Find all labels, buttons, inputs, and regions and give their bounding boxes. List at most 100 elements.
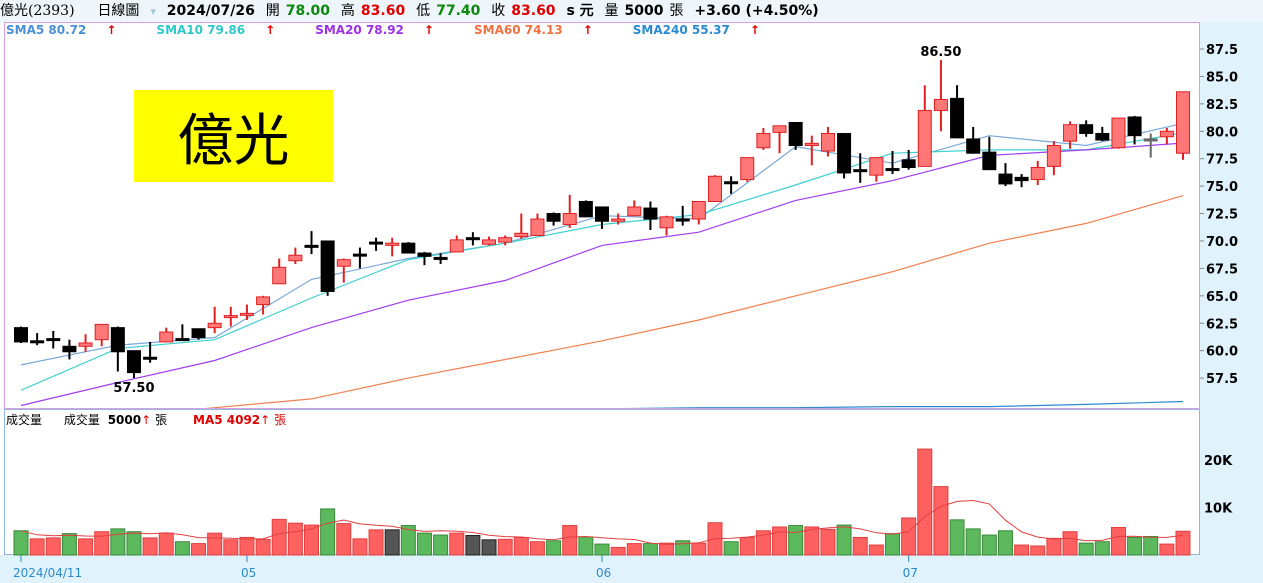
volume-bar <box>1046 537 1062 556</box>
candle-body <box>14 327 28 343</box>
volume-bar <box>578 536 594 556</box>
volume-bar <box>610 546 626 556</box>
candle <box>659 215 674 236</box>
candle <box>1127 115 1142 145</box>
volume-bar <box>271 518 287 556</box>
candle <box>966 126 981 154</box>
volume-axis-label: 20K <box>1204 454 1233 469</box>
volume-bar <box>981 534 997 556</box>
candle-body <box>401 242 416 254</box>
volume-bar <box>1159 543 1175 556</box>
candle <box>546 212 561 226</box>
price-axis-label: 87.5 <box>1206 43 1238 58</box>
volume-bar <box>142 537 158 556</box>
up-arrow-icon: ↑ <box>106 23 117 37</box>
price-axis-label: 85.0 <box>1206 70 1238 85</box>
candle <box>885 151 900 175</box>
period-dropdown-icon[interactable]: ▾ <box>150 5 156 18</box>
sma-legend: SMA5 80.72 ↑ SMA10 79.86 ↑ SMA20 78.92 ↑ SMA60… <box>6 23 800 37</box>
volume-bar <box>820 528 836 556</box>
candle-body <box>1127 116 1142 137</box>
stock-name: 億光(2393) <box>0 3 75 19</box>
candle <box>837 132 852 179</box>
price-axis-label: 57.5 <box>1206 372 1238 387</box>
volume-bar <box>933 486 949 556</box>
sma-label: SMA10 79.86 <box>156 23 246 37</box>
candle <box>853 153 868 183</box>
candle-body <box>1046 145 1061 167</box>
volume-legend: 成交量 成交量 5000↑ 張 MA5 4092↑ 張 <box>6 411 290 428</box>
candle-body <box>110 327 125 353</box>
volume-bar <box>1062 531 1078 556</box>
volume-bar <box>433 534 449 556</box>
price-axis-label: 67.5 <box>1206 262 1238 277</box>
sma-legend-item: SMA240 55.37 ↑ <box>633 23 780 37</box>
close-value: 83.60 <box>511 3 556 19</box>
candle-body <box>1111 117 1126 149</box>
volume-label: 成交量 <box>63 413 100 427</box>
candle <box>933 59 948 132</box>
candle-body <box>885 168 900 172</box>
up-arrow-icon: ↑ <box>265 23 276 37</box>
volume-bar <box>287 522 303 556</box>
candle <box>288 247 303 265</box>
volume-bar <box>836 524 852 556</box>
volume-bar <box>191 543 207 556</box>
volume-bar <box>675 540 691 556</box>
candle-body <box>369 241 384 245</box>
candle-body <box>707 175 722 202</box>
candle <box>320 240 335 296</box>
candle-body <box>530 218 545 236</box>
candle <box>675 205 690 226</box>
candle-body <box>1030 166 1045 181</box>
candle-body <box>207 322 222 329</box>
low-value: 77.40 <box>436 3 481 19</box>
sma-label: SMA20 78.92 <box>315 23 404 37</box>
volume-bar <box>497 538 513 556</box>
candle-body <box>143 356 158 360</box>
volume-bar <box>917 448 933 556</box>
candle-body <box>320 240 335 292</box>
volume-bar <box>1127 536 1143 556</box>
candle <box>62 339 77 360</box>
candle <box>804 135 819 166</box>
candle-body <box>498 237 513 243</box>
volume-bar <box>788 525 804 556</box>
volume-bar <box>465 535 481 556</box>
volume-bar <box>1030 545 1046 556</box>
volume-bar <box>368 529 384 556</box>
candle <box>950 85 965 139</box>
candle-body <box>191 328 206 339</box>
close-label: 收 <box>491 3 506 19</box>
candle-body <box>804 142 819 147</box>
volume-bar <box>126 531 142 556</box>
candle <box>14 326 28 343</box>
candle-body <box>1159 130 1174 138</box>
volume-bar <box>449 532 465 556</box>
volume-bar <box>965 528 981 556</box>
candle-body <box>562 213 577 226</box>
price-axis-label: 62.5 <box>1206 317 1238 332</box>
price-axis-label: 72.5 <box>1206 208 1238 223</box>
candle-body <box>659 216 674 229</box>
candle-body <box>256 296 271 306</box>
candle-body <box>465 237 480 241</box>
sma-legend-item: SMA5 80.72 ↑ <box>6 23 136 37</box>
candle-body <box>352 253 367 257</box>
candle-body <box>433 256 448 260</box>
price-axis-label: 77.5 <box>1206 153 1238 168</box>
candle <box>562 194 577 228</box>
period-label[interactable]: 日線圖 <box>97 3 140 19</box>
volume-unit: 張 <box>669 3 684 19</box>
volume-bar <box>546 540 562 556</box>
price-panel-frame <box>4 22 1200 409</box>
volume-bar <box>384 529 400 556</box>
candle <box>110 326 125 372</box>
volume-bar <box>174 541 190 556</box>
price-axis-label: 82.5 <box>1206 98 1238 113</box>
candle-body <box>304 244 319 248</box>
volume-bar <box>659 542 675 556</box>
sma-legend-item: SMA60 74.13 ↑ <box>474 23 613 37</box>
volume-bar <box>352 538 368 556</box>
